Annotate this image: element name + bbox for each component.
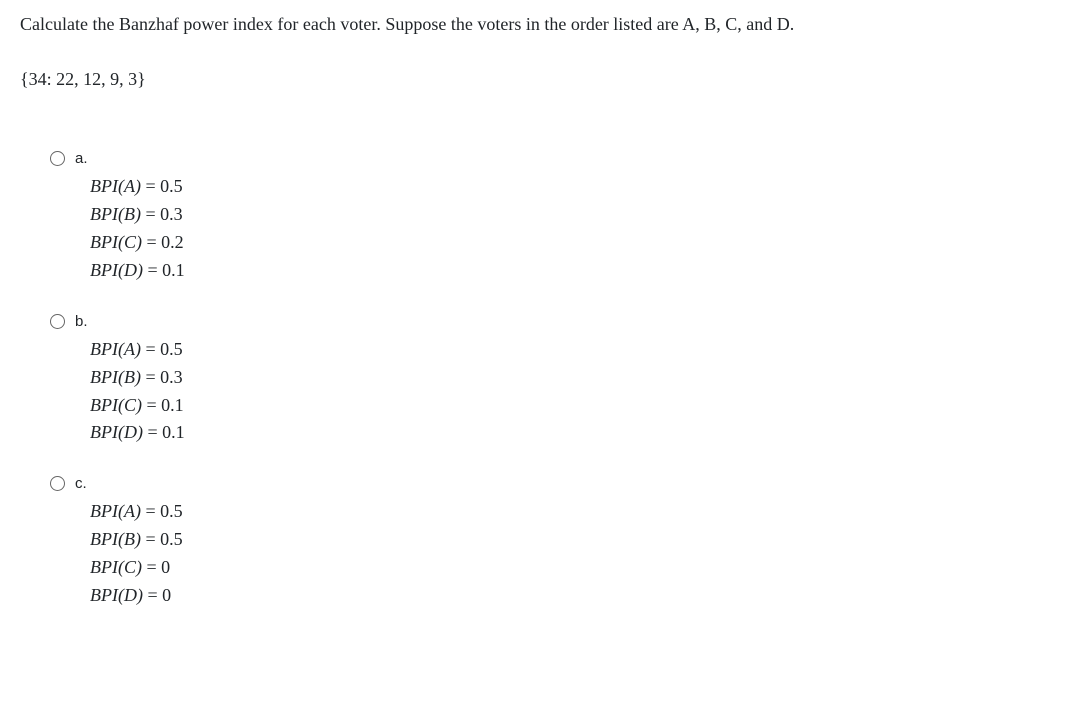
- bpi-line: BPI(C) = 0: [90, 554, 1060, 582]
- option-a-radio[interactable]: [50, 151, 65, 166]
- option-c-label: c.: [75, 475, 87, 492]
- bpi-line: BPI(A) = 0.5: [90, 173, 1060, 201]
- option-a: a. BPI(A) = 0.5 BPI(B) = 0.3 BPI(C) = 0.…: [50, 150, 1060, 285]
- option-a-label: a.: [75, 150, 88, 167]
- option-c-radio[interactable]: [50, 476, 65, 491]
- bpi-line: BPI(B) = 0.3: [90, 364, 1060, 392]
- bpi-line: BPI(D) = 0: [90, 582, 1060, 610]
- option-b-radio[interactable]: [50, 314, 65, 329]
- option-c-values: BPI(A) = 0.5 BPI(B) = 0.5 BPI(C) = 0 BPI…: [50, 498, 1060, 610]
- bpi-line: BPI(C) = 0.1: [90, 392, 1060, 420]
- bpi-line: BPI(D) = 0.1: [90, 257, 1060, 285]
- bpi-line: BPI(A) = 0.5: [90, 336, 1060, 364]
- option-b: b. BPI(A) = 0.5 BPI(B) = 0.3 BPI(C) = 0.…: [50, 313, 1060, 448]
- bpi-line: BPI(A) = 0.5: [90, 498, 1060, 526]
- question-prompt: Calculate the Banzhaf power index for ea…: [20, 12, 1060, 37]
- bpi-line: BPI(D) = 0.1: [90, 419, 1060, 447]
- bpi-line: BPI(B) = 0.5: [90, 526, 1060, 554]
- bpi-line: BPI(B) = 0.3: [90, 201, 1060, 229]
- bpi-line: BPI(C) = 0.2: [90, 229, 1060, 257]
- question-weights: {34: 22, 12, 9, 3}: [20, 69, 1060, 90]
- option-c: c. BPI(A) = 0.5 BPI(B) = 0.5 BPI(C) = 0 …: [50, 475, 1060, 610]
- option-b-values: BPI(A) = 0.5 BPI(B) = 0.3 BPI(C) = 0.1 B…: [50, 336, 1060, 448]
- option-a-values: BPI(A) = 0.5 BPI(B) = 0.3 BPI(C) = 0.2 B…: [50, 173, 1060, 285]
- option-b-label: b.: [75, 313, 88, 330]
- options-list: a. BPI(A) = 0.5 BPI(B) = 0.3 BPI(C) = 0.…: [20, 150, 1060, 610]
